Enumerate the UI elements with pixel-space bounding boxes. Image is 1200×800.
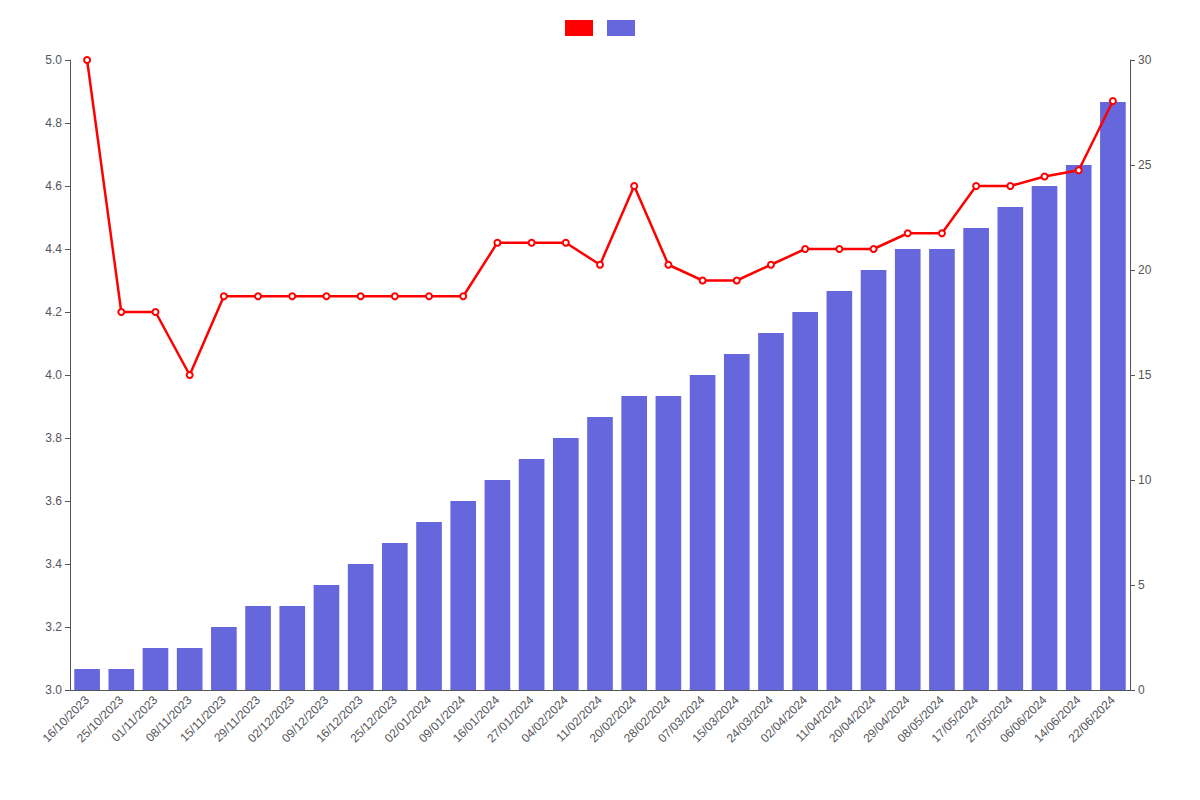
svg-text:20: 20 xyxy=(1138,263,1152,277)
svg-text:24/03/2024: 24/03/2024 xyxy=(723,693,776,746)
svg-text:08/11/2023: 08/11/2023 xyxy=(142,693,195,745)
svg-text:25/12/2023: 25/12/2023 xyxy=(347,693,400,746)
svg-text:02/04/2024: 02/04/2024 xyxy=(757,693,811,746)
svg-text:17/05/2024: 17/05/2024 xyxy=(928,693,982,746)
svg-text:15/11/2023: 15/11/2023 xyxy=(177,693,229,745)
svg-text:25/10/2023: 25/10/2023 xyxy=(73,693,127,746)
svg-text:3.6: 3.6 xyxy=(45,494,62,508)
svg-text:02/12/2023: 02/12/2023 xyxy=(244,693,298,746)
svg-text:14/06/2024: 14/06/2024 xyxy=(1031,693,1084,746)
svg-text:16/01/2024: 16/01/2024 xyxy=(450,693,503,746)
svg-text:3.2: 3.2 xyxy=(45,620,62,634)
svg-text:27/05/2024: 27/05/2024 xyxy=(963,693,1016,746)
svg-text:16/10/2023: 16/10/2023 xyxy=(39,693,92,746)
svg-text:01/11/2023: 01/11/2023 xyxy=(108,693,161,745)
svg-text:07/03/2024: 07/03/2024 xyxy=(655,693,708,746)
svg-text:4.2: 4.2 xyxy=(45,305,62,319)
svg-text:11/04/2024: 11/04/2024 xyxy=(792,693,845,745)
svg-text:02/01/2024: 02/01/2024 xyxy=(381,693,434,746)
svg-text:28/02/2024: 28/02/2024 xyxy=(621,693,674,746)
svg-text:10: 10 xyxy=(1138,473,1152,487)
svg-text:15: 15 xyxy=(1138,368,1152,382)
svg-text:08/05/2024: 08/05/2024 xyxy=(894,693,947,746)
svg-text:20/02/2024: 20/02/2024 xyxy=(586,693,640,746)
svg-text:3.0: 3.0 xyxy=(45,683,62,697)
svg-text:27/01/2024: 27/01/2024 xyxy=(484,693,537,746)
svg-text:3.8: 3.8 xyxy=(45,431,62,445)
svg-text:29/11/2023: 29/11/2023 xyxy=(211,693,263,745)
svg-text:29/04/2024: 29/04/2024 xyxy=(860,693,913,746)
svg-text:30: 30 xyxy=(1138,53,1152,67)
svg-text:09/12/2023: 09/12/2023 xyxy=(279,693,332,746)
svg-text:22/06/2024: 22/06/2024 xyxy=(1066,693,1119,746)
svg-text:5: 5 xyxy=(1138,578,1145,592)
svg-text:11/02/2024: 11/02/2024 xyxy=(553,693,605,745)
svg-text:4.6: 4.6 xyxy=(45,179,62,193)
svg-text:16/12/2023: 16/12/2023 xyxy=(313,693,366,746)
svg-text:20/04/2024: 20/04/2024 xyxy=(826,693,879,746)
svg-text:5.0: 5.0 xyxy=(45,53,62,67)
svg-text:4.4: 4.4 xyxy=(45,242,62,256)
svg-text:3.4: 3.4 xyxy=(45,557,62,571)
svg-text:4.8: 4.8 xyxy=(45,116,62,130)
svg-text:06/06/2024: 06/06/2024 xyxy=(997,693,1050,746)
svg-text:0: 0 xyxy=(1138,683,1145,697)
svg-text:15/03/2024: 15/03/2024 xyxy=(689,693,742,746)
svg-text:09/01/2024: 09/01/2024 xyxy=(415,693,469,746)
svg-text:04/02/2024: 04/02/2024 xyxy=(518,693,571,746)
svg-text:4.0: 4.0 xyxy=(45,368,62,382)
svg-text:25: 25 xyxy=(1138,158,1152,172)
